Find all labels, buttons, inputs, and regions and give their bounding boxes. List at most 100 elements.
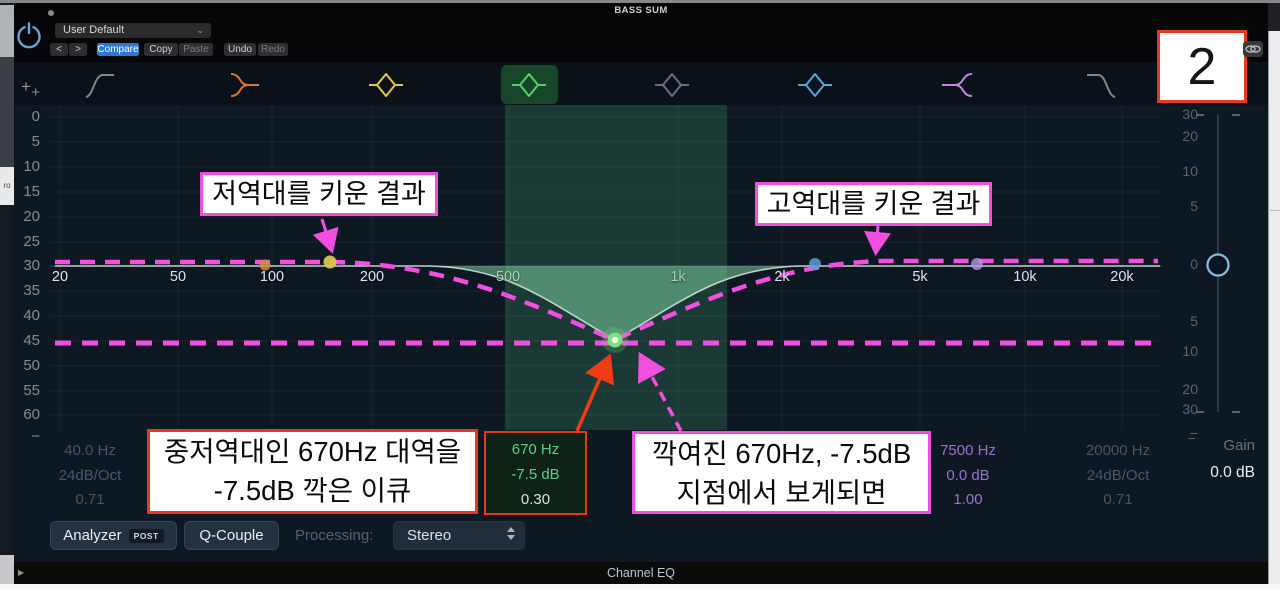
paste-button[interactable]: Paste <box>179 43 213 56</box>
bottom-window-edge <box>0 584 1280 589</box>
q-couple-button[interactable]: Q-Couple <box>184 521 279 550</box>
compare-button[interactable]: Compare <box>97 43 139 56</box>
gain-value[interactable]: 0.0 dB <box>1210 464 1255 481</box>
link-icon[interactable] <box>1243 41 1263 57</box>
left-scale-label: 15 <box>23 183 40 200</box>
freq-label: 50 <box>169 269 187 285</box>
left-scale-label: 45 <box>23 332 40 349</box>
left-scale-label: 60 <box>23 406 40 423</box>
left-edge-segment <box>0 57 14 167</box>
gain-slider[interactable] <box>1196 114 1240 413</box>
band-8-readout[interactable]: 20000 Hz 24dB/Oct 0.71 <box>1056 439 1180 513</box>
annotation-cut-eq: 중저역대인 670Hz 대역을 -7.5dB 깍은 이큐 <box>147 429 478 514</box>
next-preset-button[interactable]: > <box>69 43 87 56</box>
freq-label: 200 <box>359 269 385 285</box>
preset-selector[interactable]: User Default ⌄ <box>55 23 211 38</box>
left-edge-label: ro <box>0 167 14 205</box>
band-3-bell-icon[interactable] <box>364 67 408 103</box>
band-1-slope[interactable]: 24dB/Oct <box>58 466 122 484</box>
analyzer-button[interactable]: Analyzer POST <box>50 521 177 550</box>
arrow-red-cut-point <box>575 353 615 432</box>
band-4-q[interactable]: 0.30 <box>520 491 551 508</box>
left-scale-label: 5 <box>31 133 40 150</box>
arrow-dashed-cut-point <box>638 351 683 432</box>
band-7-frequency[interactable]: 7500 Hz <box>940 442 996 459</box>
band-4-bell-icon[interactable] <box>507 67 551 103</box>
add-band-button[interactable]: + <box>21 77 31 96</box>
plugin-titlebar[interactable]: BASS SUM <box>14 3 1268 18</box>
chevron-down-icon: ⌄ <box>196 25 204 35</box>
eq-curve-fill <box>55 266 1160 340</box>
left-scale-label: 50 <box>23 357 40 374</box>
right-scale-label: 10 <box>1182 163 1198 179</box>
plugin-footer-bar: ▶ Channel EQ <box>14 562 1268 584</box>
band-6-bell-icon[interactable] <box>793 67 837 103</box>
band-8-q[interactable]: 0.71 <box>1103 491 1133 508</box>
analyzer-post-badge[interactable]: POST <box>128 528 164 543</box>
control-point-purple[interactable] <box>971 258 983 270</box>
band-1-frequency[interactable]: 40.0 Hz <box>64 442 116 459</box>
left-scale-label: 55 <box>23 382 40 399</box>
right-panel-edge <box>1268 3 1280 589</box>
annotation-step-number: 2 <box>1157 30 1247 103</box>
band-5-bell-icon[interactable] <box>650 67 694 103</box>
band-8-slope[interactable]: 24dB/Oct <box>1086 466 1150 484</box>
plugin-header <box>14 18 1268 62</box>
band-7-q[interactable]: 1.00 <box>953 491 983 508</box>
annotation-cut-eq-line2: -7.5dB 깍은 이큐 <box>213 475 412 506</box>
annotation-cut-point-line1: 깍여진 670Hz, -7.5dB <box>651 438 912 469</box>
preset-name: User Default <box>63 24 125 36</box>
selected-band-region <box>505 105 727 430</box>
gain-knob[interactable] <box>1206 253 1230 277</box>
annotation-cut-eq-line1: 중저역대인 670Hz 대역을 <box>163 436 462 467</box>
band-1-readout[interactable]: 40.0 Hz 24dB/Oct 0.71 <box>28 439 152 513</box>
right-scale-label: 30 <box>1182 401 1198 417</box>
freq-label: 5k <box>912 269 928 285</box>
band-7-highshelf-icon[interactable] <box>936 67 980 103</box>
band-4-frequency[interactable]: 670 Hz <box>511 441 560 458</box>
control-point-yellow[interactable] <box>323 255 337 269</box>
band-1-q[interactable]: 0.71 <box>75 491 105 508</box>
gain-label: Gain <box>1223 437 1255 454</box>
window-dot-icon <box>48 10 54 16</box>
freq-label: 1k <box>670 269 686 285</box>
band-7-readout[interactable]: 7500 Hz 0.0 dB 1.00 <box>906 439 1030 513</box>
left-scale-label: 20 <box>23 208 40 225</box>
right-scale-label: 10 <box>1182 343 1198 359</box>
left-edge-segment <box>0 555 14 589</box>
plugin-name: Channel EQ <box>606 566 676 580</box>
grid-lines <box>50 105 1162 430</box>
copy-button[interactable]: Copy <box>144 43 178 56</box>
freq-label: 20k <box>1110 269 1134 285</box>
control-point-orange[interactable] <box>259 259 271 271</box>
expand-triangle-icon[interactable]: ▶ <box>18 568 25 577</box>
left-scale-label: 35 <box>23 282 40 299</box>
right-scale-label: 30 <box>1182 106 1198 122</box>
left-scale-label: 25 <box>23 233 40 250</box>
band-2-lowshelf-icon[interactable] <box>221 67 265 103</box>
redo-button[interactable]: Redo <box>258 43 288 56</box>
track-title: BASS SUM <box>614 5 668 16</box>
freq-label: 2k <box>774 269 790 285</box>
right-panel-top <box>1268 3 1280 31</box>
control-point-blue[interactable] <box>809 258 821 270</box>
control-point-green-selected[interactable] <box>602 327 628 353</box>
band-1-highpass-icon[interactable] <box>78 67 122 103</box>
prev-preset-button[interactable]: < <box>50 43 68 56</box>
band-8-frequency[interactable]: 20000 Hz <box>1085 442 1151 459</box>
window-top-edge <box>0 0 1280 3</box>
band-8-lowpass-icon[interactable] <box>1079 67 1123 103</box>
band-4-gain[interactable]: -7.5 dB <box>511 466 560 483</box>
q-couple-label: Q-Couple <box>199 527 264 544</box>
band-4-readout-highlighted[interactable]: 670 Hz -7.5 dB 0.30 <box>484 431 587 515</box>
annotation-cut-point: 깍여진 670Hz, -7.5dB 지점에서 보게되면 <box>632 431 931 514</box>
processing-dropdown[interactable]: Stereo <box>393 521 525 550</box>
undo-button[interactable]: Undo <box>224 43 256 56</box>
right-scale-label: 5 <box>1190 313 1198 329</box>
band-7-gain[interactable]: 0.0 dB <box>946 466 990 484</box>
power-button-icon[interactable] <box>15 21 43 49</box>
freq-label: 10k <box>1013 269 1037 285</box>
processing-label: Processing: <box>295 527 374 544</box>
dashed-boost-curve <box>55 258 1158 343</box>
freq-label: 100 <box>259 269 285 285</box>
